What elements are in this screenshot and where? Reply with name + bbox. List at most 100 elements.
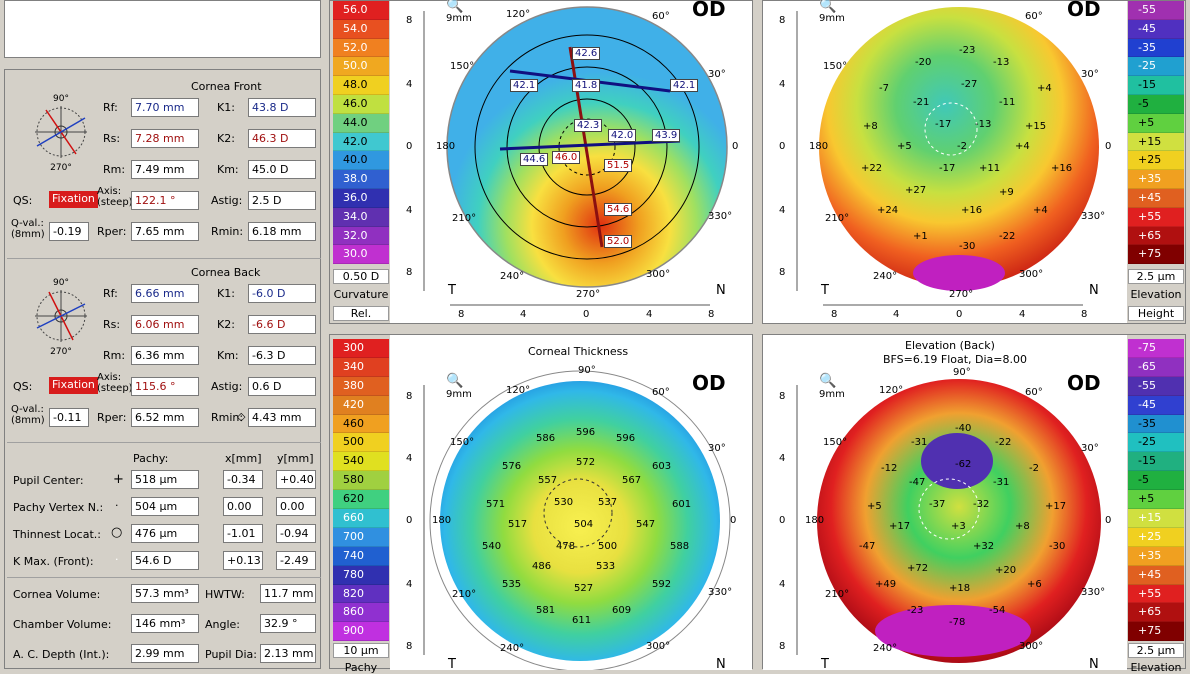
curvature-map-svg	[423, 6, 728, 306]
kmax-y[interactable]: -2.49	[276, 551, 316, 570]
zoom-magnifier-icon[interactable]: 🔍	[446, 0, 464, 14]
front-k2-field[interactable]: 46.3 D	[248, 129, 316, 148]
rmin-label: Rmin:	[211, 411, 244, 424]
thickness-map-panel[interactable]: 300 340 380 420 460 500 540 580 620 660 700 740 780 8…	[329, 334, 753, 674]
pupil-center-y[interactable]: +0.40	[276, 470, 316, 489]
map-value: -47	[859, 541, 876, 552]
map-value: -17	[939, 163, 956, 174]
angle-label: 120°	[506, 9, 531, 20]
elevation-front-step-label: 2.5 µm	[1128, 269, 1184, 284]
back-rs-field[interactable]: 6.06 mm	[131, 315, 199, 334]
map-value: -17	[935, 119, 952, 130]
zoom-magnifier-icon[interactable]: 🔍	[819, 373, 837, 389]
chamber-volume-field[interactable]: 146 mm³	[131, 614, 199, 633]
pupil-center-pachy[interactable]: 518 µm	[131, 470, 199, 489]
pupil-dia-field[interactable]: 2.13 mm	[260, 644, 316, 663]
left-panel: Cornea Front 90° 270° Rf: 7.70 mm K1: 43…	[4, 69, 321, 669]
scale-cell: +35	[1128, 546, 1184, 566]
elevation-back-map-panel[interactable]: Elevation (Back) BFS=6.19 Float, Dia=8.0…	[762, 334, 1186, 674]
thinnest-pachy[interactable]: 476 µm	[131, 524, 199, 543]
zoom-magnifier-icon[interactable]: 🔍	[446, 373, 464, 389]
front-km-field[interactable]: 45.0 D	[248, 160, 316, 179]
kmax-x[interactable]: +0.13	[223, 551, 263, 570]
map-value: 500	[598, 541, 618, 552]
map-value: 611	[572, 615, 592, 626]
front-astig-field[interactable]: 2.5 D	[248, 191, 316, 210]
k1-label: K1:	[217, 101, 235, 114]
thickness-color-scale: 300 340 380 420 460 500 540 580 620 660 700 740 780 8…	[333, 339, 389, 642]
pachy-vertex-pachy[interactable]: 504 µm	[131, 497, 199, 516]
elevation-back-plot-area[interactable]: Elevation (Back) BFS=6.19 Float, Dia=8.0…	[763, 335, 1127, 672]
curvature-color-scale: 56.0 54.0 52.0 50.0 48.0 46.0 44.0 42.0 40.0 38.0…	[333, 1, 389, 265]
chamber-volume-label: Chamber Volume:	[13, 618, 112, 631]
front-qval-field[interactable]: -0.19	[49, 222, 89, 241]
front-rf-field[interactable]: 7.70 mm	[131, 98, 199, 117]
elevation-back-bfs: BFS=6.19 Float, Dia=8.00	[883, 353, 1028, 366]
back-axis-field[interactable]: 115.6 °	[131, 377, 199, 396]
scale-cell: 500	[333, 433, 389, 453]
scale-cell: 50.0	[333, 57, 389, 77]
back-k2-field[interactable]: -6.6 D	[248, 315, 316, 334]
thickness-plot-area[interactable]: Corneal Thickness OD 🔍 9mm 90° 8 4 0 4 8…	[390, 335, 752, 672]
scale-cell: +65	[1128, 226, 1184, 246]
t-label: T	[448, 283, 456, 298]
map-value: +5	[897, 141, 912, 152]
scale-cell: 700	[333, 527, 389, 547]
zoom-magnifier-icon[interactable]: 🔍	[819, 0, 837, 14]
kmax-value[interactable]: 54.6 D	[131, 551, 199, 570]
pupil-dia-label: Pupil Dia:	[205, 648, 257, 661]
back-rper-field[interactable]: 6.52 mm	[131, 408, 199, 427]
curvature-plot-area[interactable]: OD 🔍 9mm 8 4 0 4 8 T N 270° 120° 60° 150…	[390, 0, 752, 323]
x-tick: 0	[583, 309, 590, 320]
front-axis-diagram: 90° 270°	[35, 94, 87, 172]
back-astig-field[interactable]: 0.6 D	[248, 377, 316, 396]
front-k1-field[interactable]: 43.8 D	[248, 98, 316, 117]
angle-label: 120°	[506, 385, 531, 396]
cornea-volume-field[interactable]: 57.3 mm³	[131, 584, 199, 603]
front-axis-field[interactable]: 122.1 °	[131, 191, 199, 210]
map-value: 51.5	[604, 159, 633, 172]
front-rs-field[interactable]: 7.28 mm	[131, 129, 199, 148]
elevation-front-plot-area[interactable]: OD 🔍 9mm 8 4 0 4 8 T N 270° 60° 150° 30°…	[763, 0, 1127, 323]
map-value: +4	[1015, 141, 1030, 152]
thinnest-x[interactable]: -1.01	[223, 524, 263, 543]
axis-label: Axis: (steep)	[97, 186, 133, 208]
scale-cell: 420	[333, 395, 389, 415]
ac-depth-field[interactable]: 2.99 mm	[131, 644, 199, 663]
pupil-center-x[interactable]: -0.34	[223, 470, 263, 489]
thinnest-y[interactable]: -0.94	[276, 524, 316, 543]
front-rmin-field[interactable]: 6.18 mm	[248, 222, 316, 241]
back-k1-field[interactable]: -6.0 D	[248, 284, 316, 303]
front-rm-field[interactable]: 7.49 mm	[131, 160, 199, 179]
map-value: 567	[622, 475, 642, 486]
rf-label: Rf:	[103, 287, 118, 300]
map-value: +4	[1033, 205, 1048, 216]
pachy-vertex-y[interactable]: 0.00	[276, 497, 316, 516]
back-km-field[interactable]: -6.3 D	[248, 346, 316, 365]
map-value: +22	[861, 163, 883, 174]
elevation-front-map-panel[interactable]: OD 🔍 9mm 8 4 0 4 8 T N 270° 60° 150° 30°…	[762, 0, 1186, 324]
hwtw-field[interactable]: 11.7 mm	[260, 584, 316, 603]
angle-label: 330°	[1081, 587, 1106, 598]
pachy-vertex-x[interactable]: 0.00	[223, 497, 263, 516]
front-rper-field[interactable]: 7.65 mm	[131, 222, 199, 241]
kmax-marker-icon: ·	[115, 553, 119, 566]
scale-cell: 56.0	[333, 1, 389, 20]
front-qs-fixation-badge[interactable]: Fixation	[49, 191, 98, 208]
angle-field[interactable]: 32.9 °	[260, 614, 316, 633]
map-value: 576	[502, 461, 522, 472]
y-tick: 8	[779, 267, 786, 278]
elevation-back-map-svg	[796, 379, 1101, 663]
map-value: 540	[482, 541, 502, 552]
km-label: Km:	[217, 349, 239, 362]
curvature-map-panel[interactable]: 56.0 54.0 52.0 50.0 48.0 46.0 44.0 42.0 40.0 38.0…	[329, 0, 753, 324]
back-qs-fixation-badge[interactable]: Fixation	[49, 377, 98, 394]
n-label: N	[716, 283, 726, 298]
angle-label: Angle:	[205, 618, 241, 631]
back-rf-field[interactable]: 6.66 mm	[131, 284, 199, 303]
back-rmin-field[interactable]: 4.43 mm	[248, 408, 316, 427]
scale-cell: 32.0	[333, 226, 389, 246]
back-qval-field[interactable]: -0.11	[49, 408, 89, 427]
back-rm-field[interactable]: 6.36 mm	[131, 346, 199, 365]
n-label: N	[1089, 283, 1099, 298]
